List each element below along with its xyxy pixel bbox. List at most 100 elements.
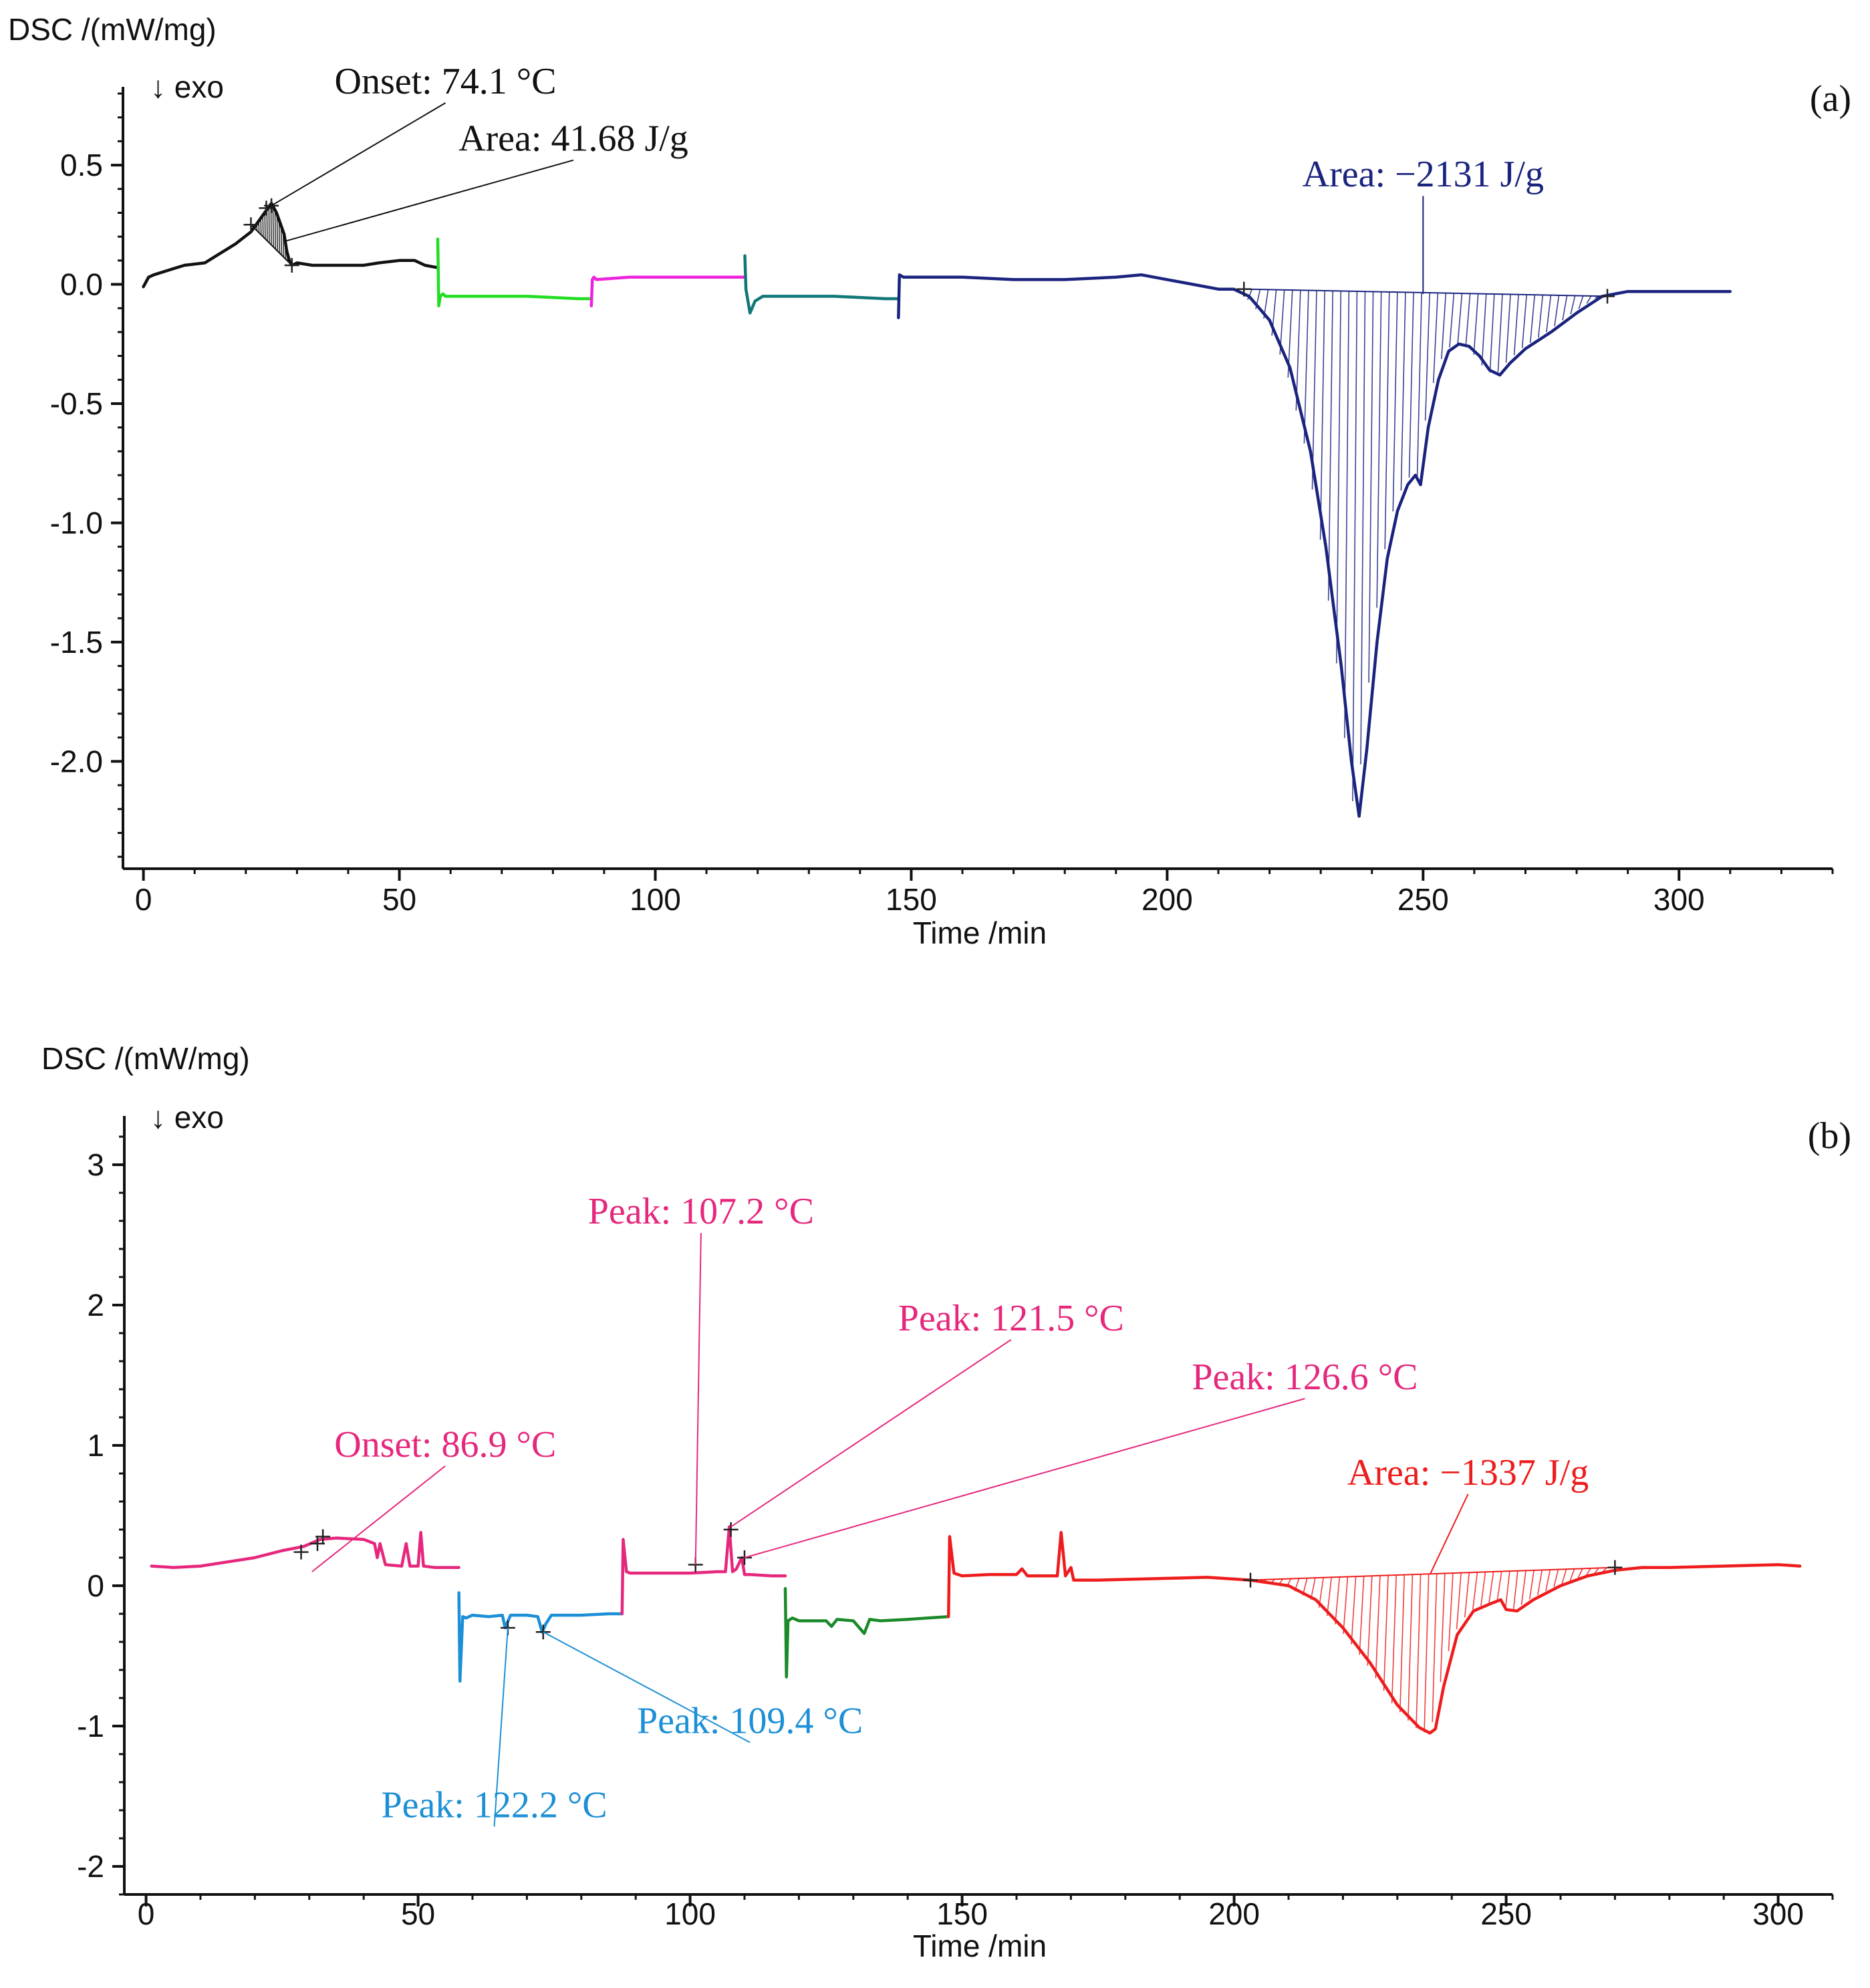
panel-b-label: (b) (1808, 1115, 1851, 1157)
panel-a-exo-label: ↓ exo (150, 69, 224, 104)
y-tick-label: 0.0 (60, 267, 103, 302)
integral-hatch-line (1497, 294, 1503, 372)
panel-b: DSC /(mW/mg) ↓ exo (b) Time /min 3 2 1 0 -1 -… (41, 1041, 1851, 1963)
panel-a-xlabel: Time /min (913, 915, 1047, 950)
y-tick-label: -0.5 (50, 386, 103, 421)
y-tick-label: 0.5 (60, 148, 103, 182)
integral-hatch-line (1520, 1570, 1526, 1605)
x-tick-label: 100 (630, 882, 681, 917)
integral-hatch-line (1335, 291, 1342, 664)
x-tick-label: 0 (135, 882, 152, 917)
panel-b-exo-label: ↓ exo (150, 1100, 224, 1135)
series-line-pink-2 (620, 1525, 787, 1616)
x-tick-label: 50 (382, 882, 416, 917)
annotation-label: Peak: 126.6 °C (1192, 1357, 1418, 1398)
integral-hatch-line (1465, 293, 1471, 347)
annotation-leader (311, 1465, 446, 1572)
integral-hatch-line (280, 227, 283, 255)
integral-hatch-line (1400, 292, 1406, 491)
integral-hatch-line (1513, 294, 1519, 356)
annotation-label: Area: 41.68 J/g (458, 118, 688, 160)
integral-hatch-line (1424, 1574, 1430, 1733)
integral-hatch-line (1303, 290, 1309, 444)
integral-hatch-line (1383, 1575, 1389, 1691)
y-tick-label: -1.0 (50, 505, 103, 540)
integral-hatch-line (1528, 1570, 1534, 1600)
integral-hatch-line (1326, 1577, 1332, 1616)
integral-hatch-line (1432, 293, 1439, 384)
series-line-magenta-2 (589, 275, 747, 307)
y-tick-label: -1 (77, 1709, 104, 1743)
annotation-label: Area: −1337 J/g (1347, 1452, 1589, 1494)
integral-hatch-line (1480, 1572, 1486, 1606)
series-line-blue-1 (457, 1591, 624, 1683)
panel-b-ylabel: DSC /(mW/mg) (41, 1041, 250, 1076)
integral-hatch-line (1538, 295, 1544, 338)
integral-hatch-line (1408, 1574, 1414, 1721)
integral-hatch-line (1562, 295, 1568, 321)
x-tick-label: 0 (138, 1896, 155, 1931)
point-marker (1243, 1572, 1258, 1588)
integral-hatch-line (1376, 291, 1382, 608)
annotation-label: Peak: 121.5 °C (898, 1298, 1124, 1339)
annotation-label: Peak: 122.2 °C (381, 1785, 607, 1826)
panel-b-xlabel: Time /min (913, 1929, 1047, 1963)
integral-hatch-line (1593, 1568, 1599, 1574)
series-line-navy-4 (897, 273, 1732, 818)
series-line-green-1 (436, 237, 593, 307)
integral-hatch-line (1384, 291, 1390, 549)
integral-hatch-line (1424, 293, 1430, 421)
panel-a-label: (a) (1810, 78, 1851, 120)
panel-a-ylabel: DSC /(mW/mg) (8, 12, 217, 47)
integral-hatch-line (1546, 295, 1552, 333)
integral-hatch-line (1521, 294, 1527, 348)
annotation-leader (744, 1398, 1305, 1558)
integral-hatch-line (1561, 1568, 1567, 1584)
y-tick-label: 3 (87, 1147, 104, 1182)
annotation-leader (1429, 1494, 1469, 1575)
annotation-leader (283, 159, 574, 243)
x-tick-label: 200 (1208, 1896, 1260, 1931)
integral-hatch-line (1449, 293, 1455, 348)
integral-hatch-line (1456, 1572, 1462, 1630)
annotation-leader (730, 1338, 1012, 1528)
annotation-leader (694, 1233, 702, 1565)
y-tick-label: 0 (87, 1568, 104, 1603)
x-tick-label: 150 (886, 882, 937, 917)
integral-hatch-line (1585, 1568, 1591, 1576)
annotation-label: Peak: 107.2 °C (588, 1191, 814, 1232)
series-line-teal-3 (743, 254, 900, 315)
annotation-label: Peak: 109.4 °C (637, 1701, 863, 1742)
integral-hatch-line (1489, 294, 1495, 373)
annotation-leader (543, 1631, 751, 1743)
point-marker (1236, 281, 1252, 297)
series-line-pink-0 (150, 1530, 460, 1569)
integral-hatch-line (1472, 1572, 1478, 1610)
series-line-red-4 (946, 1530, 1802, 1735)
integral-hatch-line (1529, 295, 1536, 343)
x-tick-label: 250 (1397, 882, 1449, 917)
point-marker (315, 1529, 331, 1544)
integral-hatch-line (1440, 1573, 1446, 1682)
integral-hatch-line (1578, 295, 1584, 309)
integral-hatch-line (1577, 1568, 1583, 1578)
y-tick-label: -1.5 (50, 625, 103, 660)
integral-hatch-line (276, 215, 279, 251)
integral-hatch-line (1344, 291, 1350, 738)
annotation-label: Area: −2131 J/g (1303, 154, 1544, 195)
annotation-leader (493, 1627, 509, 1827)
integral-hatch-line (1586, 295, 1592, 304)
point-marker (1600, 289, 1615, 304)
point-marker (737, 1550, 752, 1565)
integral-hatch-line (1311, 290, 1317, 490)
integral-hatch-line (1359, 1576, 1365, 1655)
point-marker (723, 1522, 739, 1537)
series-line-black-0 (142, 201, 440, 289)
integral-hatch-line (1569, 1568, 1575, 1581)
integral-hatch-line (1351, 1576, 1357, 1645)
integral-baseline (1250, 1566, 1615, 1581)
integral-baseline (250, 224, 293, 266)
integral-hatch-line (1464, 1572, 1470, 1618)
integral-hatch-line (1481, 293, 1487, 366)
integral-hatch-line (1537, 1570, 1543, 1596)
